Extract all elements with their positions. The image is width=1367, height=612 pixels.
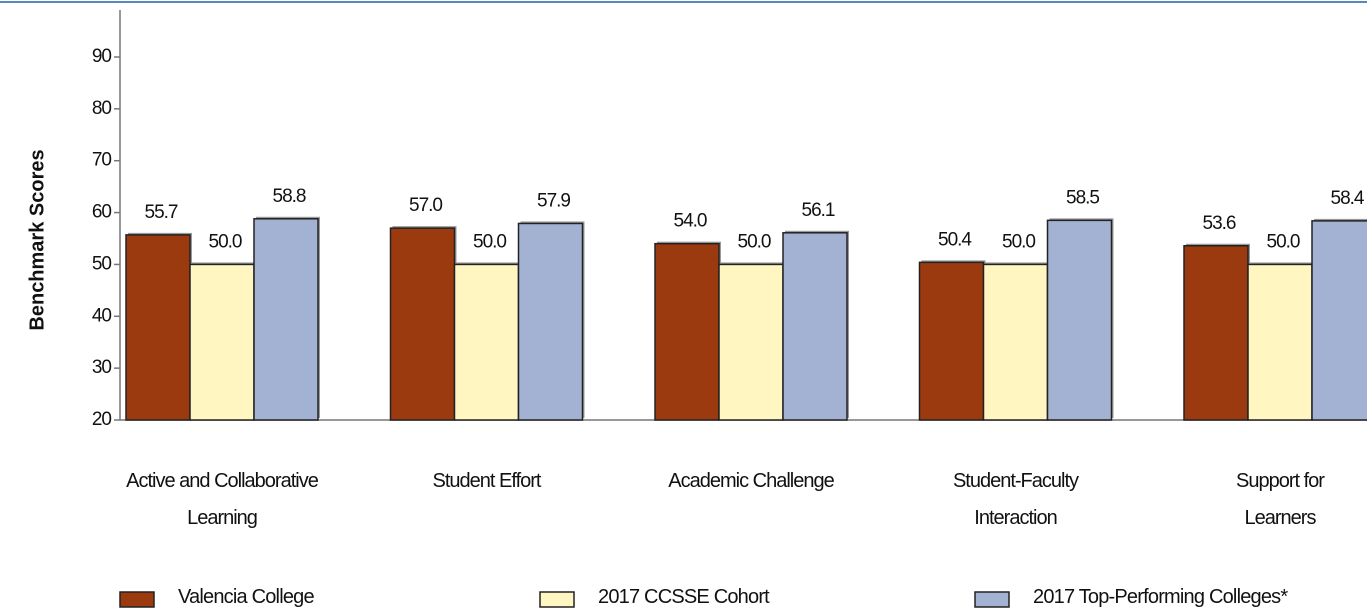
value-label: 58.8	[273, 186, 306, 207]
legend-swatch	[539, 591, 575, 608]
y-tick-label: 60	[92, 202, 112, 223]
legend-label: 2017 CCSSE Cohort	[598, 586, 770, 608]
value-label: 54.0	[674, 211, 707, 232]
x-tick-label: Student-Faculty Interaction	[952, 470, 1079, 529]
bar	[718, 263, 784, 421]
bar	[782, 232, 848, 421]
bar	[253, 218, 319, 421]
y-tick-label: 20	[92, 409, 112, 430]
legend-swatch	[974, 591, 1010, 608]
bar	[982, 263, 1049, 421]
value-label: 50.0	[738, 231, 771, 252]
x-tick-label: Student Effort	[432, 470, 542, 492]
bar	[189, 263, 255, 421]
value-label: 56.1	[802, 200, 835, 221]
bar	[1311, 220, 1367, 421]
legend-label: 2017 Top-Performing Colleges*	[1033, 586, 1288, 608]
bar	[1247, 263, 1313, 421]
bar	[125, 234, 191, 421]
y-tick-label: 50	[92, 253, 112, 274]
bar	[389, 227, 456, 421]
legend-label: Valencia College	[178, 586, 315, 608]
bar	[1183, 245, 1249, 421]
legend-swatch	[119, 591, 155, 608]
y-axis-title: Benchmark Scores	[26, 149, 48, 330]
y-tick-label: 40	[92, 305, 112, 326]
value-label: 57.0	[409, 195, 442, 216]
y-tick-label: 80	[92, 98, 112, 119]
value-label: 55.7	[145, 202, 178, 223]
value-label: 50.0	[1002, 231, 1035, 252]
value-label: 57.9	[537, 190, 570, 211]
bar	[453, 263, 520, 421]
x-tick-label: Support for Learners	[1236, 470, 1325, 529]
bar	[654, 242, 720, 421]
y-tick-label: 90	[92, 46, 112, 67]
value-label: 50.0	[209, 231, 242, 252]
value-label: 50.4	[938, 229, 972, 250]
bar	[1046, 219, 1113, 421]
value-label: 53.6	[1203, 213, 1236, 234]
value-label: 58.4	[1331, 188, 1365, 209]
value-label: 50.0	[1267, 231, 1300, 252]
x-tick-label: Academic Challenge	[668, 470, 834, 492]
value-label: 58.5	[1066, 187, 1099, 208]
y-tick-label: 30	[92, 357, 112, 378]
y-tick-label: 70	[92, 150, 112, 171]
bar	[918, 261, 985, 421]
value-label: 50.0	[473, 231, 506, 252]
bar	[517, 222, 584, 421]
x-tick-label: Active and Collaborative Learning	[126, 470, 319, 529]
